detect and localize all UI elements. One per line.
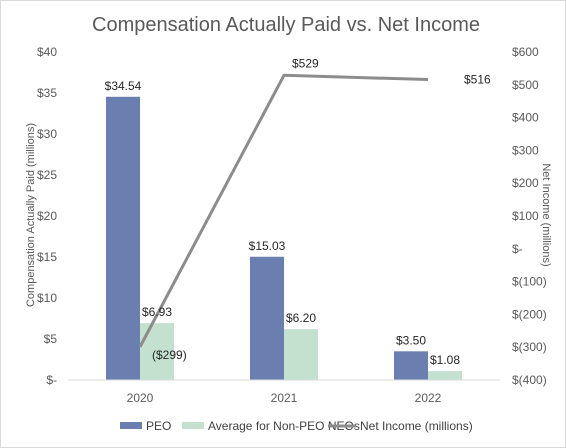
y-tick-label: $- xyxy=(46,373,57,387)
bar-neo-2022 xyxy=(428,371,462,380)
y2-tick-label: $200 xyxy=(512,176,539,190)
y2-tick-label: $(300) xyxy=(512,340,547,354)
data-label-net-income-2020: ($299) xyxy=(152,348,187,362)
data-labels: $34.54 $15.03 $3.50 $6.93 $6.20 $1.08 ($299) $5… xyxy=(105,56,491,367)
bar-group xyxy=(106,96,462,380)
y2-axis-title: Net Income (millions) xyxy=(540,163,552,266)
x-tick-label: 2021 xyxy=(271,391,298,405)
y2-tick-label: $(400) xyxy=(512,373,547,387)
legend-swatch xyxy=(120,422,142,429)
y2-tick-label: $(100) xyxy=(512,275,547,289)
y2-tick-label: $100 xyxy=(512,209,539,223)
legend-swatch xyxy=(182,422,204,429)
data-label-neo-2020: $6.93 xyxy=(142,305,172,319)
y-tick-label: $20 xyxy=(37,209,57,223)
y-axis-title: Compensation Actually Paid (millions) xyxy=(25,123,37,307)
x-axis-ticks: 2020 2021 2022 xyxy=(127,391,442,405)
data-label-peo-2022: $3.50 xyxy=(396,333,426,347)
data-label-net-income-2022: $516 xyxy=(464,73,491,87)
y-tick-label: $15 xyxy=(37,250,57,264)
y-tick-label: $5 xyxy=(44,332,58,346)
chart-title: Compensation Actually Paid vs. Net Incom… xyxy=(92,14,480,36)
y-tick-label: $30 xyxy=(37,127,57,141)
y-axis-ticks: $- $5 $10 $15 $20 $25 $30 $35 $40 xyxy=(37,45,57,387)
bar-peo-2021 xyxy=(250,256,284,380)
data-label-peo-2020: $34.54 xyxy=(105,79,142,93)
net-income-line xyxy=(138,73,429,348)
net-income-line-group xyxy=(138,73,429,348)
bar-peo-2020 xyxy=(106,96,140,380)
bar-peo-2022 xyxy=(394,351,428,380)
y2-tick-label: $600 xyxy=(512,45,539,59)
y2-axis-ticks: $(400) $(300) $(200) $(100) $- $100 $200 $300 $4… xyxy=(512,45,547,387)
data-label-net-income-2021: $529 xyxy=(292,56,319,70)
y2-tick-label: $(200) xyxy=(512,307,547,321)
data-label-neo-2021: $6.20 xyxy=(286,311,316,325)
y-tick-label: $10 xyxy=(37,291,57,305)
y-tick-label: $35 xyxy=(37,86,57,100)
y2-tick-label: $- xyxy=(512,242,523,256)
x-tick-label: 2022 xyxy=(415,391,442,405)
y2-tick-label: $500 xyxy=(512,78,539,92)
legend-label: Average for Non-PEO NEOs xyxy=(208,419,360,433)
legend: PEO Average for Non-PEO NEOs Net Income (m… xyxy=(120,419,473,433)
bar-neo-2021 xyxy=(284,329,318,380)
y2-tick-label: $300 xyxy=(512,143,539,157)
legend-label: Net Income (millions) xyxy=(360,419,473,433)
y-tick-label: $25 xyxy=(37,168,57,182)
data-label-neo-2022: $1.08 xyxy=(430,353,460,367)
y-tick-label: $40 xyxy=(37,45,57,59)
x-tick-label: 2020 xyxy=(127,391,154,405)
legend-label: PEO xyxy=(146,419,171,433)
data-label-peo-2021: $15.03 xyxy=(249,239,286,253)
y2-tick-label: $400 xyxy=(512,111,539,125)
bar-neo-2020 xyxy=(140,323,174,380)
